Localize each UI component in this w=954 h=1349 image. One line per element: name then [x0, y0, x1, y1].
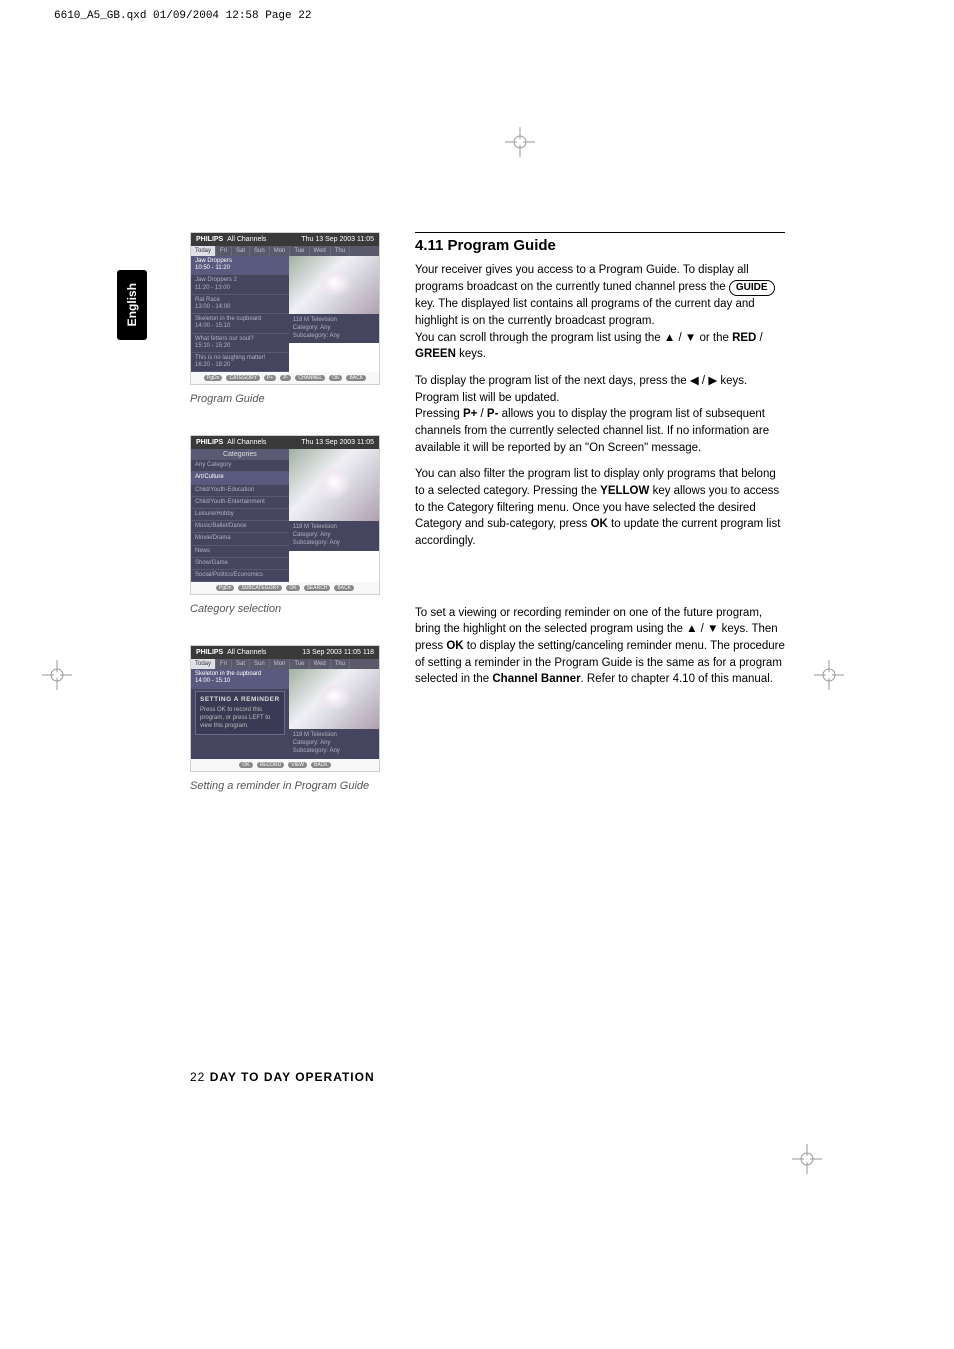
page-header-meta: 6610_A5_GB.qxd 01/09/2004 12:58 Page 22 [54, 10, 311, 22]
crop-mark-right [814, 660, 844, 690]
caption-program-guide: Program Guide [190, 393, 385, 405]
para-1: Your receiver gives you access to a Prog… [415, 262, 785, 363]
caption-reminder: Setting a reminder in Program Guide [190, 780, 385, 792]
crop-mark-bottom [792, 1144, 822, 1174]
screenshot-category: PHILIPS All ChannelsThu 13 Sep 2003 11:0… [190, 435, 380, 595]
crop-mark-top [505, 127, 535, 157]
screenshot-program-guide: PHILIPS All ChannelsThu 13 Sep 2003 11:0… [190, 232, 380, 385]
caption-category: Category selection [190, 603, 385, 615]
screenshot-reminder: PHILIPS All Channels13 Sep 2003 11:05 11… [190, 645, 380, 771]
guide-key: GUIDE [729, 280, 775, 297]
para-3: You can also filter the program list to … [415, 466, 785, 549]
page-footer: 22 DAY TO DAY OPERATION [190, 1070, 375, 1084]
para-2: To display the program list of the next … [415, 373, 785, 456]
section-title: 4.11 Program Guide [415, 237, 785, 254]
crop-mark-left [42, 660, 72, 690]
para-4: To set a viewing or recording reminder o… [415, 605, 785, 688]
language-tab: English [117, 270, 147, 340]
section-rule [415, 232, 785, 233]
